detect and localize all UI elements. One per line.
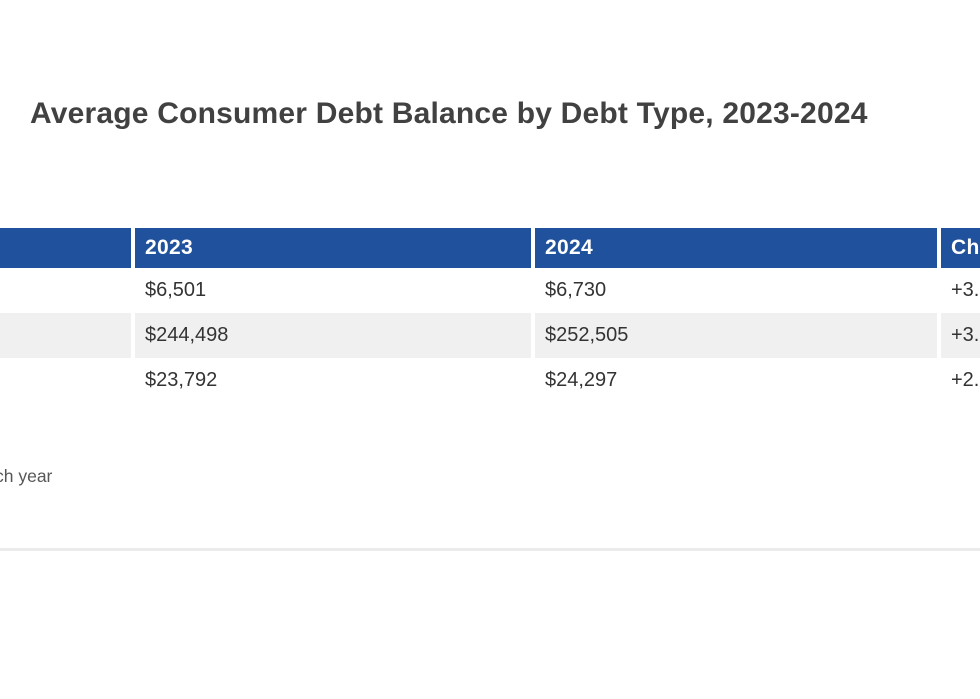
value-cell-2023: $244,498	[131, 313, 531, 358]
table-row: $244,498 $252,505 +3.3	[0, 313, 980, 358]
value-cell-2024: $252,505	[531, 313, 937, 358]
header-cell-row-label-clipped	[0, 228, 131, 268]
source-footnote-fragment: ch year	[0, 466, 53, 486]
value-cell-2023: $23,792	[131, 358, 531, 403]
row-label-cell-clipped	[0, 268, 131, 313]
value-cell-change: +3.5	[937, 268, 980, 313]
table-header-row: 2023 2024 Cha	[0, 228, 980, 268]
table-row: $23,792 $24,297 +2.1	[0, 358, 980, 403]
page-title: Average Consumer Debt Balance by Debt Ty…	[30, 97, 868, 130]
header-cell-2023: 2023	[131, 228, 531, 268]
row-label-cell-clipped	[0, 313, 131, 358]
table-row: $6,501 $6,730 +3.5	[0, 268, 980, 313]
table-inner: 2023 2024 Cha $6,501 $6,730 +3.5 $244,49…	[0, 228, 980, 403]
row-label-cell-clipped	[0, 358, 131, 403]
value-cell-2024: $24,297	[531, 358, 937, 403]
value-cell-change: +3.3	[937, 313, 980, 358]
section-divider	[0, 548, 980, 551]
header-cell-change-clipped: Cha	[937, 228, 980, 268]
debt-balance-table: 2023 2024 Cha $6,501 $6,730 +3.5 $244,49…	[0, 228, 980, 403]
value-cell-change: +2.1	[937, 358, 980, 403]
value-cell-2023: $6,501	[131, 268, 531, 313]
value-cell-2024: $6,730	[531, 268, 937, 313]
header-cell-2024: 2024	[531, 228, 937, 268]
